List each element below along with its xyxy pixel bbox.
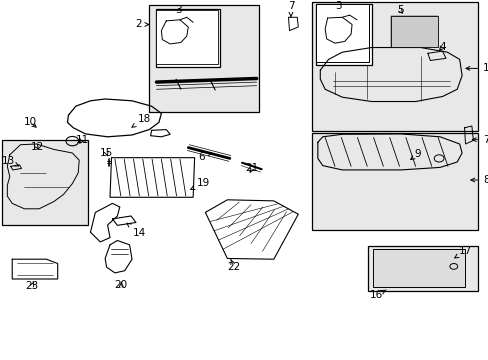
Text: 22: 22 [227, 259, 240, 272]
Text: 6: 6 [197, 152, 211, 162]
Text: 18: 18 [132, 114, 151, 127]
Text: 15: 15 [100, 148, 113, 158]
Bar [372, 249, 464, 287]
Text: 3: 3 [334, 1, 341, 12]
Bar [149, 5, 259, 112]
Text: 3: 3 [175, 5, 182, 15]
Text: 14: 14 [127, 223, 146, 238]
Bar [155, 9, 220, 67]
Text: 7: 7 [287, 1, 294, 17]
Text: 17: 17 [454, 246, 471, 258]
Text: 7: 7 [471, 135, 488, 145]
Text: 11: 11 [75, 135, 89, 145]
Text: 21: 21 [245, 163, 258, 174]
Text: 19: 19 [190, 178, 209, 190]
Bar [390, 16, 437, 47]
Bar [367, 246, 477, 291]
Text: 10: 10 [24, 117, 37, 127]
Text: 13: 13 [2, 156, 19, 166]
Text: 12: 12 [30, 142, 43, 152]
Text: 9: 9 [410, 149, 421, 159]
Bar [316, 4, 368, 62]
Bar [311, 2, 477, 131]
Text: 4: 4 [438, 42, 445, 52]
Bar [311, 133, 477, 230]
Bar [2, 140, 88, 225]
Text: 16: 16 [369, 290, 385, 300]
Text: 20: 20 [115, 280, 127, 290]
Bar [316, 4, 371, 65]
Bar [155, 10, 217, 64]
Text: 8: 8 [470, 175, 488, 185]
Text: 1: 1 [465, 63, 488, 73]
Text: 5: 5 [396, 5, 403, 15]
Text: 2: 2 [135, 19, 148, 30]
Text: 23: 23 [25, 281, 39, 291]
